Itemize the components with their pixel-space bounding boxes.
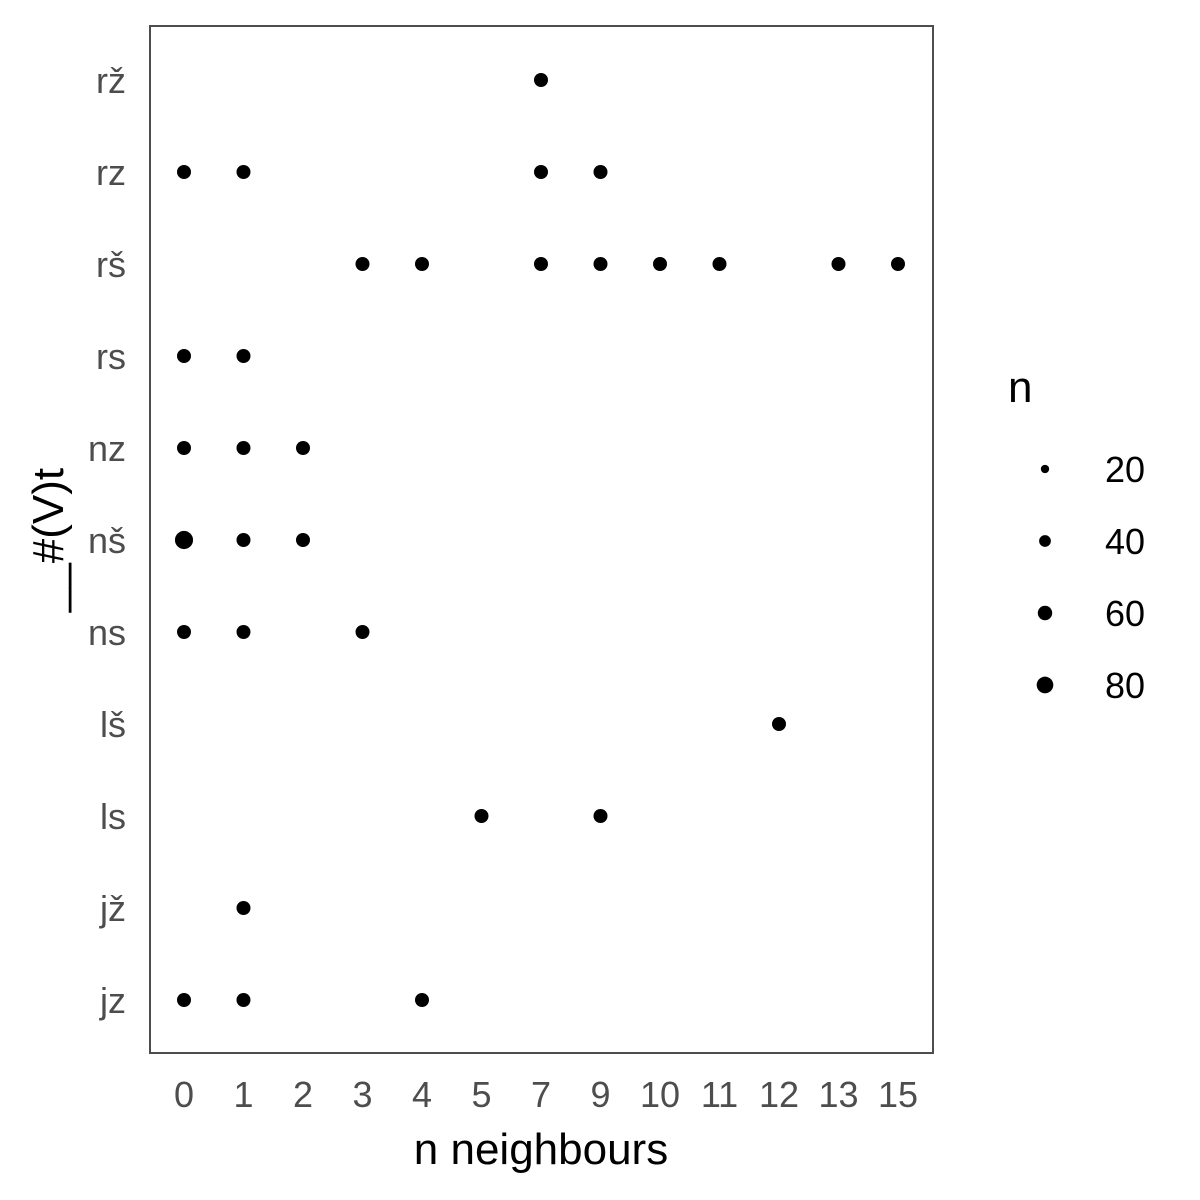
y-tick-label: rz bbox=[96, 152, 126, 193]
legend-key bbox=[1040, 464, 1050, 474]
data-point bbox=[415, 257, 429, 271]
legend-label: 80 bbox=[1105, 665, 1145, 706]
data-point bbox=[831, 257, 846, 271]
y-axis-title: __#(V)t bbox=[24, 468, 73, 613]
data-point bbox=[355, 625, 370, 639]
legend-key bbox=[1039, 535, 1051, 547]
x-tick-label: 4 bbox=[412, 1074, 432, 1115]
size-legend: n 20 40 60 80 bbox=[1008, 363, 1145, 706]
x-tick-label: 5 bbox=[471, 1074, 491, 1115]
data-point bbox=[355, 257, 370, 271]
y-tick-label: lš bbox=[100, 704, 126, 745]
y-tick-label: ns bbox=[88, 612, 126, 653]
x-tick-label: 3 bbox=[352, 1074, 372, 1115]
x-tick-label: 0 bbox=[174, 1074, 194, 1115]
data-point bbox=[177, 165, 191, 179]
y-tick-label: rž bbox=[96, 60, 126, 101]
data-point bbox=[296, 533, 310, 547]
y-tick-label: rs bbox=[96, 336, 126, 377]
data-point bbox=[236, 441, 251, 455]
y-tick-label: ls bbox=[100, 796, 126, 837]
data-point bbox=[593, 809, 608, 823]
data-point bbox=[415, 993, 429, 1007]
data-points bbox=[174, 73, 905, 1007]
x-tick-label: 7 bbox=[531, 1074, 551, 1115]
x-tick-label: 2 bbox=[293, 1074, 313, 1115]
x-axis-title: n neighbours bbox=[414, 1125, 668, 1174]
data-point bbox=[296, 441, 310, 455]
x-tick-label: 1 bbox=[233, 1074, 253, 1115]
y-tick-label: rš bbox=[96, 244, 126, 285]
data-point bbox=[236, 165, 251, 179]
data-point bbox=[236, 625, 251, 639]
y-axis-ticks: jz jž ls lš ns nš nz rs rš rz rž bbox=[88, 60, 126, 1021]
data-point bbox=[236, 993, 251, 1007]
legend-key bbox=[1036, 676, 1054, 694]
data-point bbox=[534, 73, 548, 87]
data-point bbox=[593, 165, 608, 179]
data-point bbox=[174, 530, 194, 550]
plot-panel-border bbox=[149, 25, 934, 1054]
x-tick-label: 15 bbox=[878, 1074, 918, 1115]
x-tick-label: 12 bbox=[759, 1074, 799, 1115]
x-tick-label: 9 bbox=[590, 1074, 610, 1115]
y-tick-label: nz bbox=[88, 428, 126, 469]
legend-key bbox=[1037, 605, 1053, 621]
data-point bbox=[236, 533, 251, 547]
data-point bbox=[891, 257, 905, 271]
x-tick-label: 11 bbox=[701, 1074, 738, 1115]
y-tick-label: jz bbox=[99, 980, 126, 1021]
legend-label: 40 bbox=[1105, 521, 1145, 562]
y-tick-label: nš bbox=[88, 520, 126, 561]
data-point bbox=[177, 625, 191, 639]
data-point bbox=[177, 349, 191, 363]
data-point bbox=[177, 993, 191, 1007]
x-axis-ticks: 0 1 2 3 4 5 7 9 10 11 12 13 15 bbox=[174, 1074, 918, 1115]
data-point bbox=[236, 901, 251, 915]
legend-title: n bbox=[1008, 363, 1032, 412]
data-point bbox=[236, 349, 251, 363]
legend-label: 60 bbox=[1105, 593, 1145, 634]
x-tick-label: 13 bbox=[818, 1074, 858, 1115]
y-tick-label: jž bbox=[99, 888, 126, 929]
data-point bbox=[534, 165, 548, 179]
data-point bbox=[712, 257, 727, 271]
data-point bbox=[177, 441, 191, 455]
legend-label: 20 bbox=[1105, 449, 1145, 490]
data-point bbox=[772, 717, 786, 731]
data-point bbox=[653, 257, 667, 271]
data-point bbox=[534, 257, 548, 271]
x-tick-label: 10 bbox=[640, 1074, 680, 1115]
data-point bbox=[593, 257, 608, 271]
data-point bbox=[474, 809, 489, 823]
